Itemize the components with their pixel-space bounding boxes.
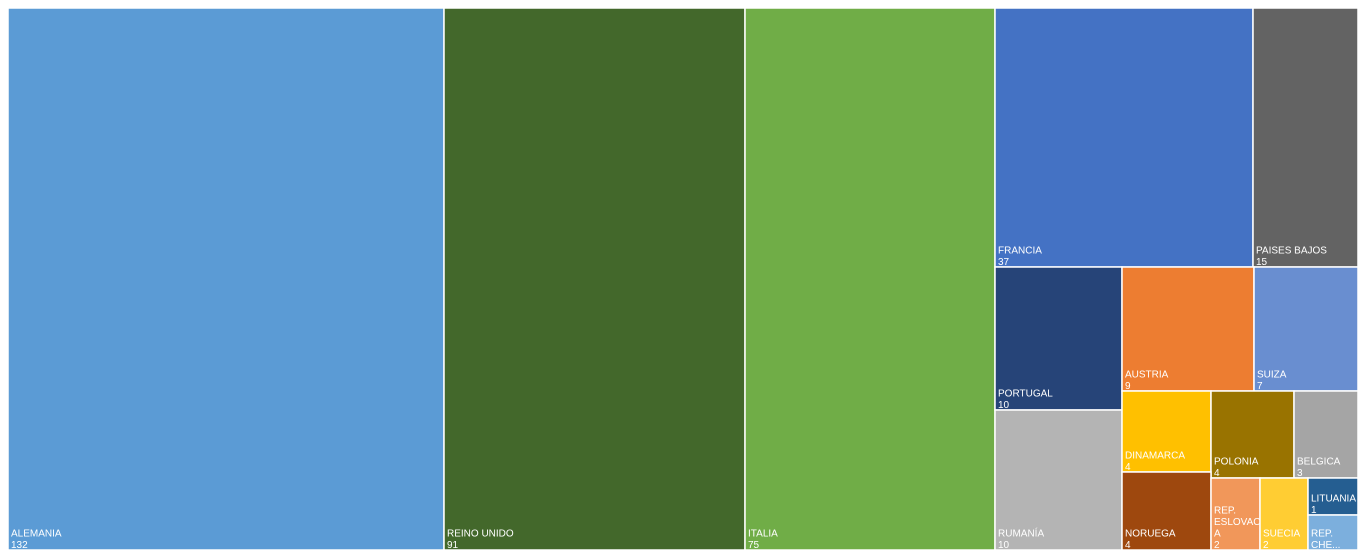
treemap-tile-rep-eslovaca: REP. ESLOVAC A2 [1210, 477, 1261, 551]
treemap-tile-label: BELGICA [1297, 457, 1341, 468]
treemap-tile-label: SUECIA [1263, 529, 1301, 540]
treemap-tile-value: 91 [447, 540, 459, 550]
treemap-tile-label: RUMANÍA [998, 527, 1044, 540]
treemap-tile-rect [994, 7, 1254, 268]
treemap-tile-value: 2 [1263, 540, 1269, 550]
treemap-tile-value: 10 [998, 400, 1010, 411]
treemap-tile-value: 1 [1311, 505, 1317, 516]
treemap-tile-label: FRANCIA [998, 246, 1042, 257]
treemap-tile-rect [443, 7, 746, 551]
treemap-tile-label: NORUEGA [1125, 529, 1176, 540]
treemap-tile-label: LITUANIA [1311, 494, 1356, 505]
treemap-tile-value: 37 [998, 257, 1010, 268]
treemap-tile-label: DINAMARCA [1125, 451, 1185, 462]
treemap-tile-label: ALEMANIA [11, 529, 62, 540]
treemap-tile-label: POLONIA [1214, 457, 1259, 468]
treemap-tile-rect [1252, 7, 1359, 268]
treemap-tile-rect [1307, 514, 1359, 551]
treemap-tile-label: PORTUGAL [998, 389, 1053, 400]
treemap-tile-value: 3 [1297, 468, 1303, 479]
treemap-tile-value: 7 [1257, 381, 1263, 392]
treemap-tile-label: REP. ESLOVAC A [1214, 506, 1261, 540]
treemap-tile-label: AUSTRIA [1125, 370, 1169, 381]
treemap-tile-value: 4 [1214, 468, 1220, 479]
treemap-tile-label: REINO UNIDO [447, 529, 514, 540]
treemap-tile-label: ITALIA [748, 529, 778, 540]
treemap-tile-value: 9 [1125, 381, 1131, 392]
treemap-tile-label: REP. CHE... [1311, 529, 1340, 551]
treemap-tile-value: 2 [1214, 540, 1220, 550]
treemap-tile-value: 10 [998, 540, 1010, 550]
treemap-tile-rect [1293, 390, 1359, 479]
treemap-tile-value: 15 [1256, 257, 1268, 268]
treemap-tile-rect [744, 7, 996, 551]
treemap-tile-rect [994, 266, 1123, 411]
treemap-tile-label: SUIZA [1257, 370, 1287, 381]
treemap-tile-rect [1121, 266, 1255, 392]
treemap-tile-value: 4 [1125, 540, 1131, 550]
treemap-tile-label: PAISES BAJOS [1256, 246, 1327, 257]
treemap-tile-rect [7, 7, 445, 551]
treemap-tile-rect [1253, 266, 1359, 392]
treemap-tile-value: 132 [11, 540, 28, 550]
treemap-tile-rect [1307, 477, 1359, 516]
treemap-tile-value: 4 [1125, 462, 1131, 473]
treemap-tile-rep-che: REP. CHE... [1307, 514, 1359, 551]
treemap-tile-rect [1210, 390, 1295, 479]
treemap-tile-value: 75 [748, 540, 760, 550]
treemap-tile-rect [1121, 390, 1212, 473]
